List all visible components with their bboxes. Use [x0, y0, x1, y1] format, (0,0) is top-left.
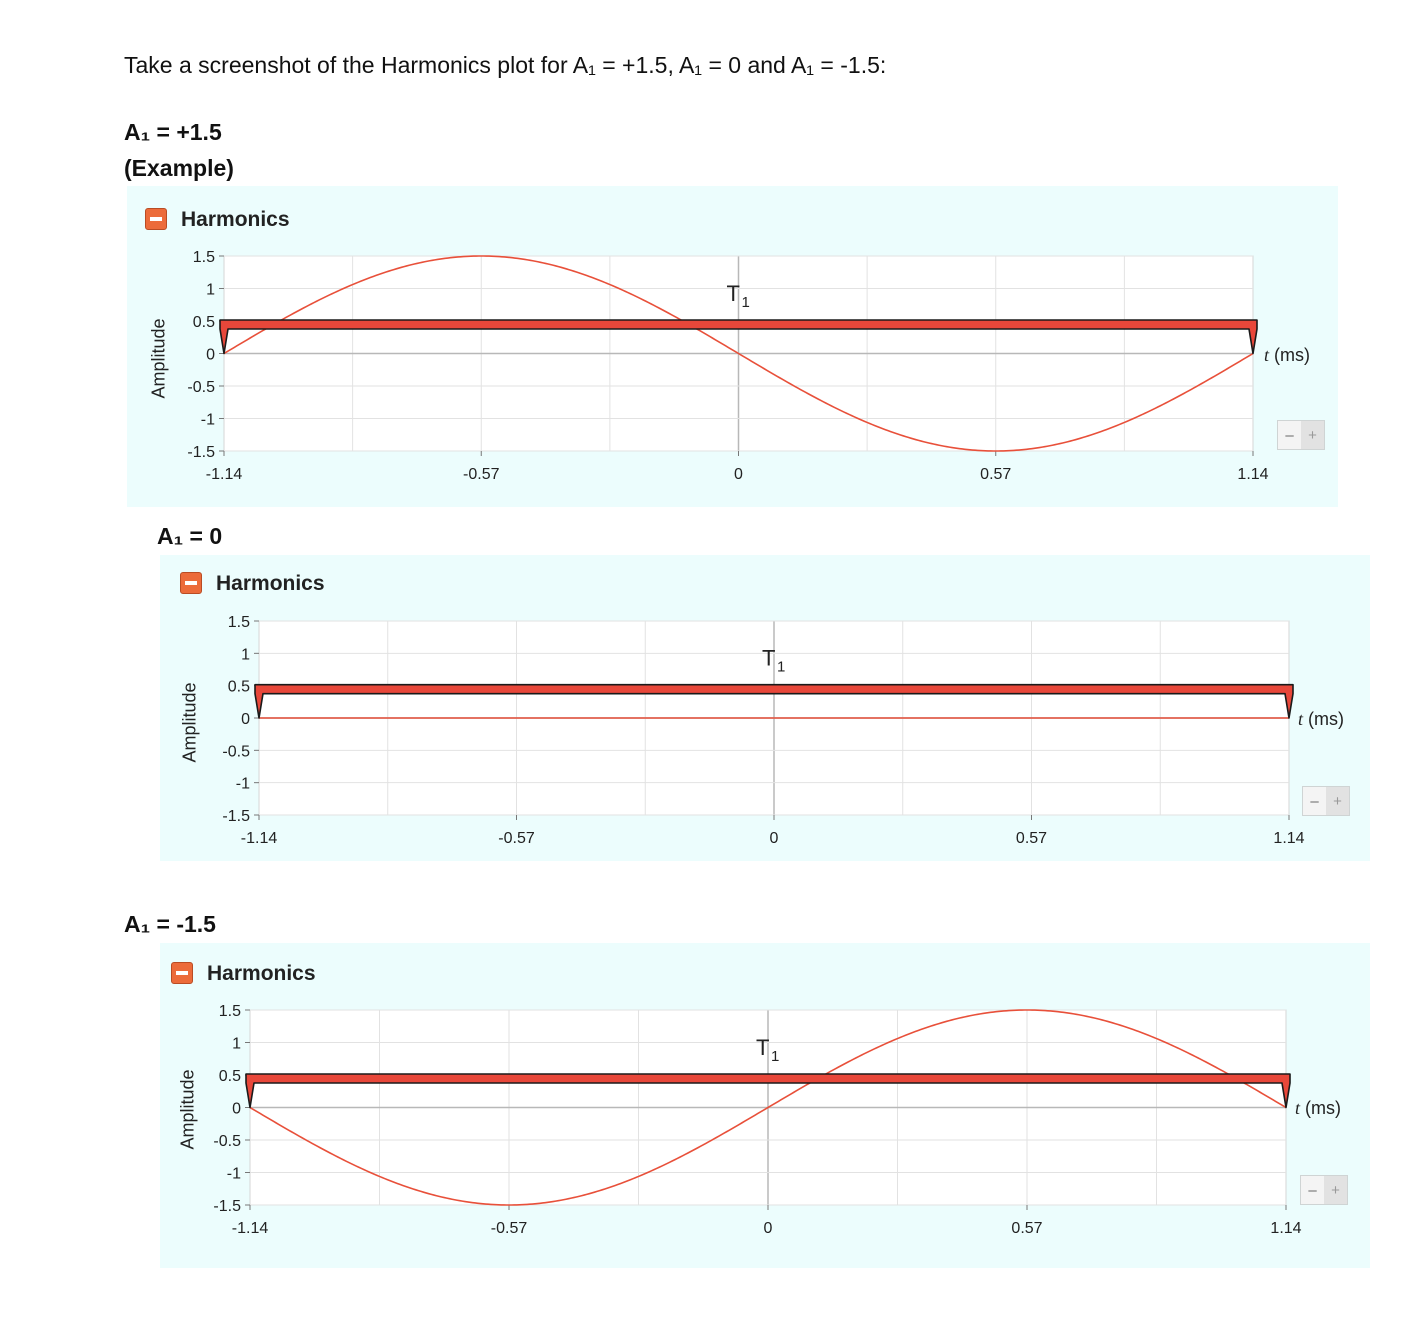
heading-a1-zero: A₁ = 0 [157, 523, 223, 549]
collapse-icon[interactable] [171, 962, 193, 984]
panel-title: Harmonics [207, 962, 316, 985]
harmonic-curve [249, 1009, 1287, 1206]
y-tick-label: 1 [206, 282, 215, 299]
period-marker-bar [219, 319, 1258, 355]
y-tick-label: 0.5 [219, 1068, 241, 1085]
y-tick-label: -0.5 [222, 743, 250, 760]
x-tick-label: 0.57 [1011, 1220, 1042, 1237]
instruction-text: Take a screenshot of the Harmonics plot … [124, 52, 887, 78]
period-marker-bar [254, 683, 1294, 719]
y-tick-label: 1.5 [193, 249, 215, 266]
y-tick-label: -1 [236, 776, 250, 793]
y-tick-label: -0.5 [187, 379, 215, 396]
x-tick-label: 1.14 [1273, 830, 1304, 847]
zoom-control: – + [1300, 1175, 1348, 1205]
period-label: T [727, 281, 740, 306]
collapse-icon[interactable] [180, 572, 202, 594]
panel-title: Harmonics [216, 572, 325, 595]
x-tick-label: -0.57 [491, 1220, 528, 1237]
collapse-icon[interactable] [145, 208, 167, 230]
x-tick-label: 1.14 [1237, 466, 1268, 483]
heading-a1-minus: A₁ = -1.5 [124, 911, 216, 937]
heading-a1-plus: A₁ = +1.5 (Example) [124, 114, 234, 186]
x-tick-label: -0.57 [463, 466, 500, 483]
x-tick-label: 0 [770, 830, 779, 847]
zoom-control: – + [1302, 786, 1350, 816]
period-marker-bar [245, 1073, 1291, 1109]
panel-title: Harmonics [181, 208, 290, 231]
heading-a1-plus-label: A₁ = +1.5 [124, 119, 222, 145]
y-tick-label: 0 [241, 711, 250, 728]
y-tick-label: -1.5 [187, 444, 215, 461]
y-tick-label: -1 [201, 412, 215, 429]
y-tick-label: 1 [232, 1036, 241, 1053]
period-label-subscript: 1 [771, 1048, 779, 1065]
zoom-control: – + [1277, 420, 1325, 450]
y-tick-label: 1.5 [219, 1003, 241, 1020]
y-tick-label: 0.5 [228, 679, 250, 696]
zoom-in-button[interactable]: + [1326, 787, 1349, 815]
x-tick-label: -1.14 [241, 830, 278, 847]
period-label-subscript: 1 [777, 659, 785, 676]
x-axis-unit: (ms) [1269, 345, 1310, 365]
x-tick-label: 0.57 [1016, 830, 1047, 847]
heading-example-label: (Example) [124, 155, 234, 181]
x-tick-label: -1.14 [232, 1220, 269, 1237]
x-axis-label: t (ms) [1264, 345, 1310, 366]
y-tick-label: 0 [206, 347, 215, 364]
x-tick-label: -1.14 [206, 466, 243, 483]
x-axis-variable: t [1298, 709, 1304, 729]
x-tick-label: 0 [764, 1220, 773, 1237]
x-axis-label: t (ms) [1298, 709, 1344, 730]
y-tick-label: 1 [241, 646, 250, 663]
period-label: T [762, 646, 775, 671]
zoom-in-button[interactable]: + [1324, 1176, 1347, 1204]
x-axis-unit: (ms) [1303, 709, 1344, 729]
zoom-out-button[interactable]: – [1285, 426, 1294, 444]
y-tick-label: -0.5 [213, 1133, 241, 1150]
x-tick-label: 0.57 [980, 466, 1011, 483]
period-label-subscript: 1 [742, 294, 750, 311]
period-label: T [756, 1035, 769, 1060]
y-tick-label: -1.5 [222, 808, 250, 825]
x-axis-unit: (ms) [1300, 1098, 1341, 1118]
zoom-out-button[interactable]: – [1308, 1181, 1317, 1199]
y-tick-label: -1 [227, 1166, 241, 1183]
y-tick-label: 0.5 [193, 314, 215, 331]
x-tick-label: -0.57 [498, 830, 535, 847]
y-tick-label: 0 [232, 1101, 241, 1118]
x-axis-variable: t [1264, 345, 1270, 365]
harmonic-curve [223, 255, 1254, 452]
zoom-in-button[interactable]: + [1301, 421, 1324, 449]
x-axis-variable: t [1295, 1098, 1301, 1118]
y-tick-label: -1.5 [213, 1198, 241, 1215]
x-tick-label: 1.14 [1270, 1220, 1301, 1237]
y-tick-label: 1.5 [228, 614, 250, 631]
zoom-out-button[interactable]: – [1310, 792, 1319, 810]
x-tick-label: 0 [734, 466, 743, 483]
x-axis-label: t (ms) [1295, 1098, 1341, 1119]
